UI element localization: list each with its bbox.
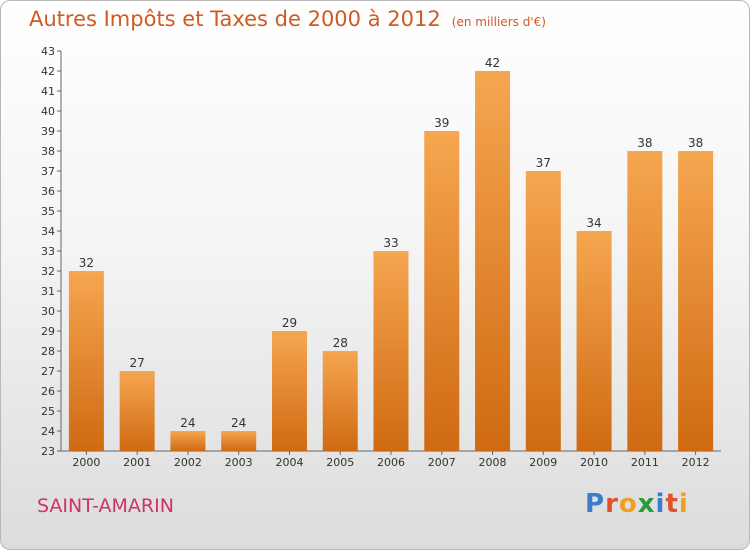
- x-tick-label: 2000: [72, 456, 100, 469]
- bar-value-label: 34: [586, 216, 601, 230]
- logo-letter: o: [618, 489, 638, 519]
- x-tick-label: 2010: [580, 456, 608, 469]
- y-tick-label: 26: [41, 385, 55, 398]
- chart-title: Autres Impôts et Taxes de 2000 à 2012 (e…: [29, 7, 546, 31]
- bar: [271, 331, 307, 451]
- y-tick-label: 27: [41, 365, 55, 378]
- y-tick-label: 36: [41, 185, 55, 198]
- y-tick-label: 23: [41, 445, 55, 458]
- logo-letter: P: [585, 489, 606, 519]
- bar: [424, 131, 460, 451]
- bar-value-label: 37: [536, 156, 551, 170]
- bar: [119, 371, 155, 451]
- bar-value-label: 33: [383, 236, 398, 250]
- y-tick-label: 30: [41, 305, 55, 318]
- y-tick-label: 43: [41, 45, 55, 58]
- bar: [627, 151, 663, 451]
- x-tick-label: 2007: [428, 456, 456, 469]
- y-tick-label: 31: [41, 285, 55, 298]
- bar-value-label: 32: [79, 256, 94, 270]
- y-tick-label: 37: [41, 165, 55, 178]
- y-tick-label: 41: [41, 85, 55, 98]
- commune-name: SAINT-AMARIN: [37, 495, 174, 517]
- y-tick-label: 40: [41, 105, 55, 118]
- bar: [221, 431, 257, 451]
- logo-letter: t: [665, 489, 679, 519]
- y-tick-label: 38: [41, 145, 55, 158]
- x-tick-label: 2003: [225, 456, 253, 469]
- bar: [322, 351, 358, 451]
- bar-value-label: 24: [180, 416, 195, 430]
- bars: [68, 71, 714, 451]
- bar-value-label: 42: [485, 56, 500, 70]
- logo-letter: i: [678, 489, 689, 519]
- y-tick-label: 25: [41, 405, 55, 418]
- bar-value-label: 24: [231, 416, 246, 430]
- logo-letter: i: [655, 489, 666, 519]
- x-tick-label: 2012: [682, 456, 710, 469]
- x-tick-label: 2006: [377, 456, 405, 469]
- bar: [475, 71, 511, 451]
- bar-value-label: 39: [434, 116, 449, 130]
- y-tick-label: 39: [41, 125, 55, 138]
- bar-value-label: 38: [688, 136, 703, 150]
- x-tick-label: 2011: [631, 456, 659, 469]
- y-tick-label: 28: [41, 345, 55, 358]
- bar-value-label: 27: [130, 356, 145, 370]
- x-tick-label: 2009: [529, 456, 557, 469]
- bar: [68, 271, 104, 451]
- x-tick-label: 2008: [479, 456, 507, 469]
- proxiti-logo: Proxiti: [585, 489, 689, 519]
- bar: [525, 171, 561, 451]
- bar-value-label: 29: [282, 316, 297, 330]
- chart-unit: (en milliers d'€): [451, 15, 546, 29]
- x-axis: 2000 2001 2002 2003 2004 2005 2006 2007 2008 2009…: [61, 450, 721, 469]
- y-tick-label: 42: [41, 65, 55, 78]
- bar: [678, 151, 714, 451]
- x-tick-label: 2005: [326, 456, 354, 469]
- x-tick-label: 2001: [123, 456, 151, 469]
- y-tick-label: 24: [41, 425, 55, 438]
- x-tick-label: 2002: [174, 456, 202, 469]
- y-tick-label: 32: [41, 265, 55, 278]
- y-tick-label: 33: [41, 245, 55, 258]
- bar: [576, 231, 612, 451]
- x-tick-label: 2004: [275, 456, 303, 469]
- y-tick-label: 35: [41, 205, 55, 218]
- logo-letter: r: [605, 489, 619, 519]
- y-axis: 23 24 25 26 27 28 29 30 31 32 33 34 35 36 37 38 39 40 41 42…: [41, 45, 62, 458]
- bar: [373, 251, 409, 451]
- chart-title-text: Autres Impôts et Taxes de 2000 à 2012: [29, 7, 441, 31]
- logo-letter: x: [637, 489, 656, 519]
- value-labels: 32 27 24 24 29 28 33 39 42 37 34 38 38: [79, 56, 704, 430]
- bar: [170, 431, 206, 451]
- y-tick-label: 29: [41, 325, 55, 338]
- bar-value-label: 38: [637, 136, 652, 150]
- y-tick-label: 34: [41, 225, 55, 238]
- bar-value-label: 28: [333, 336, 348, 350]
